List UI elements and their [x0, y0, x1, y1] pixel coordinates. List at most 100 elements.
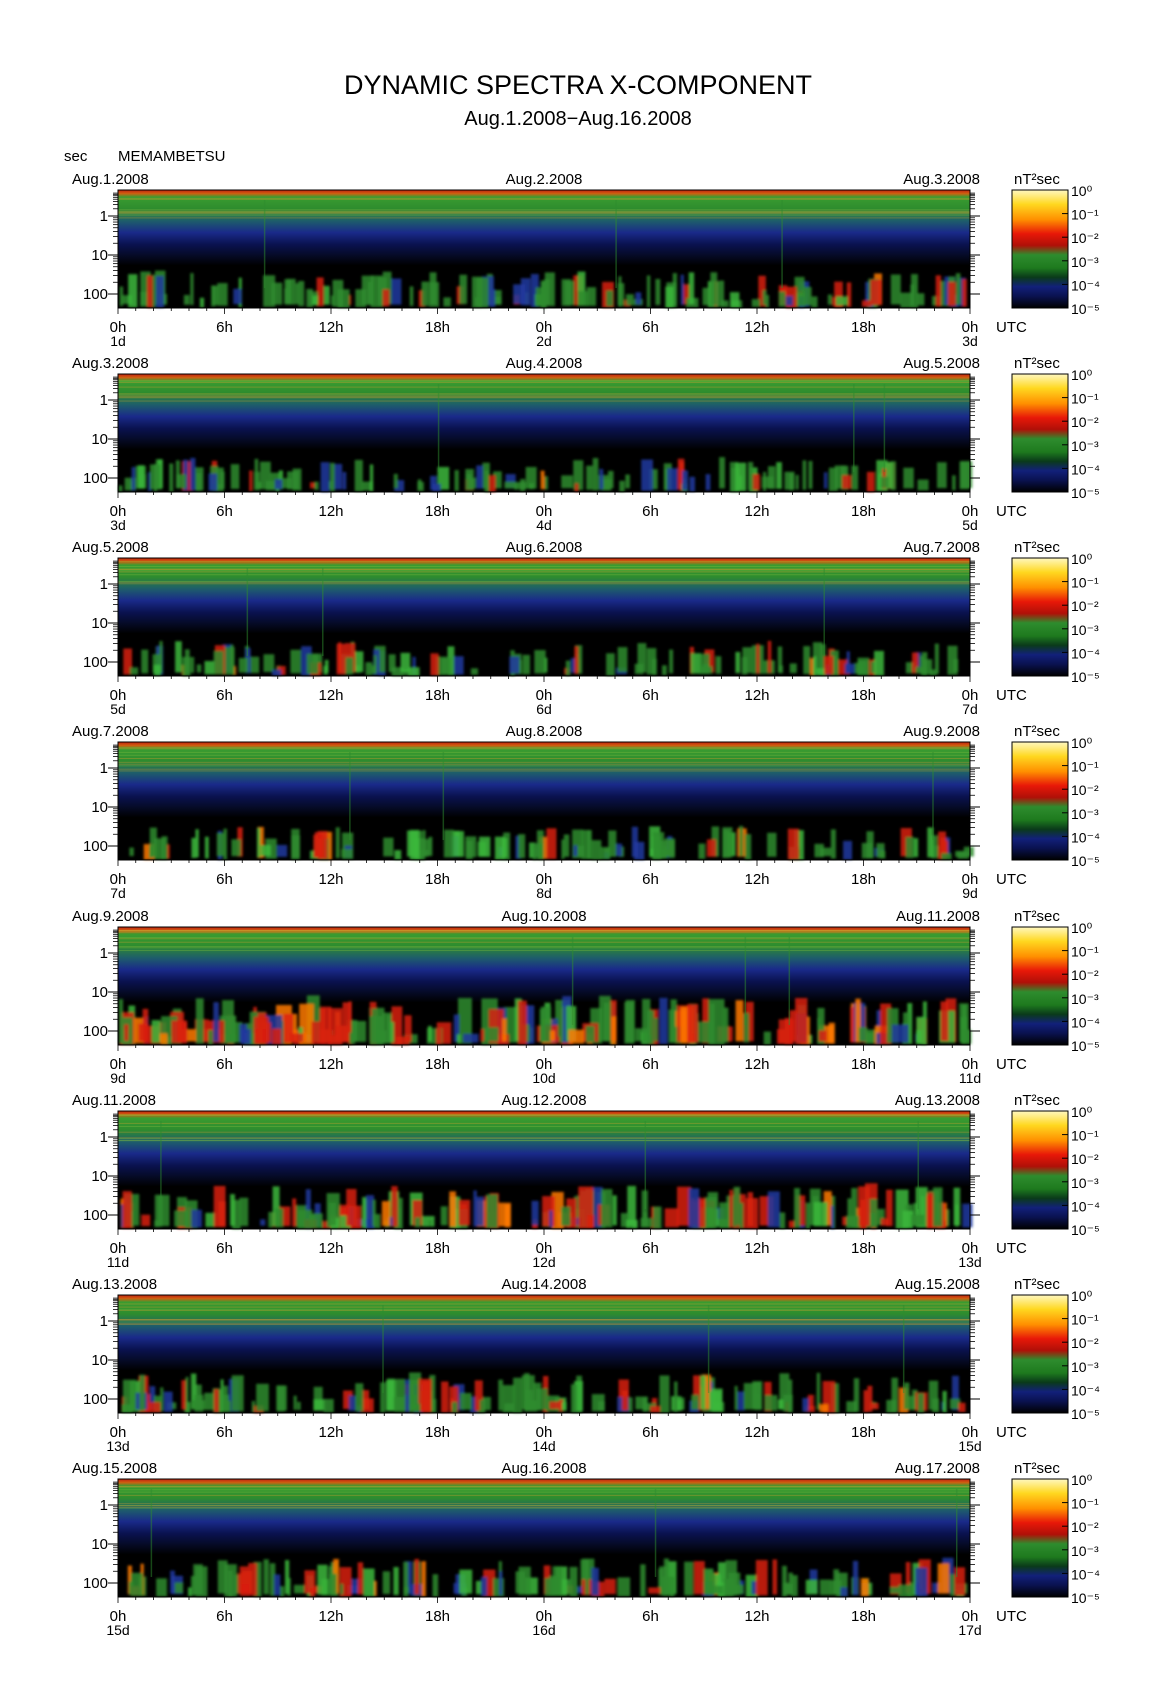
- x-tick-label: 0h: [110, 871, 127, 888]
- x-tick-label: 0h: [962, 1240, 979, 1257]
- panel-date-mid: Aug.4.2008: [506, 355, 583, 372]
- colorbar-tick-label: 10⁻⁵: [1071, 301, 1100, 317]
- colorbar-tick-label: 10⁻²: [1071, 1151, 1099, 1167]
- y-tick-label: 1: [100, 208, 108, 225]
- y-tick-label: 100: [83, 1575, 108, 1592]
- x-tick-label: 6h: [642, 503, 659, 520]
- spectrogram-panel: [117, 1478, 971, 1598]
- colorbar-tick-label: 10⁰: [1071, 551, 1093, 567]
- colorbar-tick-label: 10⁻⁴: [1071, 461, 1100, 477]
- colorbar-tick-label: 10⁻²: [1071, 414, 1099, 430]
- colorbar-unit: nT²sec: [1014, 171, 1060, 188]
- colorbar-unit: nT²sec: [1014, 1092, 1060, 1109]
- x-tick-label: 6h: [642, 687, 659, 704]
- panel-date-mid: Aug.16.2008: [501, 1460, 586, 1477]
- panel-date-start: Aug.3.2008: [72, 355, 149, 372]
- x-tick-label: 0h: [536, 319, 553, 336]
- day-label: 15d: [106, 1622, 129, 1638]
- colorbar-tick-label: 10⁻⁵: [1071, 1038, 1100, 1054]
- x-tick-label: 6h: [642, 1424, 659, 1441]
- colorbar-unit: nT²sec: [1014, 908, 1060, 925]
- day-label: 16d: [532, 1622, 555, 1638]
- x-tick-label: 6h: [216, 687, 233, 704]
- x-tick-label: 0h: [536, 871, 553, 888]
- panel-date-mid: Aug.8.2008: [506, 723, 583, 740]
- panel-date-mid: Aug.2.2008: [506, 171, 583, 188]
- x-tick-label: 18h: [425, 1240, 450, 1257]
- colorbar-tick-label: 10⁻⁴: [1071, 1014, 1100, 1030]
- spectrogram-panel: [117, 373, 973, 493]
- x-tick-label: 12h: [744, 687, 769, 704]
- x-tick-label: 6h: [216, 319, 233, 336]
- x-tick-label: 0h: [110, 687, 127, 704]
- colorbar-tick-label: 10⁰: [1071, 1288, 1093, 1304]
- panel-date-end: Aug.5.2008: [903, 355, 980, 372]
- x-tick-label: 18h: [851, 1056, 876, 1073]
- x-tick-label: 0h: [962, 871, 979, 888]
- day-label: 12d: [532, 1254, 555, 1270]
- colorbar-tick-label: 10⁻¹: [1071, 207, 1099, 223]
- colorbar-tick-label: 10⁻⁵: [1071, 1222, 1100, 1238]
- spectrogram-panel: [117, 189, 971, 309]
- spectrogram-panel: [117, 1110, 973, 1230]
- colorbar-tick-label: 10⁻²: [1071, 967, 1099, 983]
- colorbar-tick-label: 10⁰: [1071, 1104, 1093, 1120]
- colorbar-tick-label: 10⁻⁴: [1071, 1382, 1100, 1398]
- y-tick-label: 10: [91, 984, 108, 1001]
- colorbar-tick-label: 10⁻¹: [1071, 1496, 1099, 1512]
- x-tick-label: 18h: [425, 871, 450, 888]
- y-tick-label: 100: [83, 470, 108, 487]
- day-label: 3d: [110, 517, 126, 533]
- day-label: 5d: [110, 701, 126, 717]
- colorbar-tick-label: 10⁻⁵: [1071, 1406, 1100, 1422]
- x-tick-label: 0h: [536, 1056, 553, 1073]
- y-tick-label: 100: [83, 286, 108, 303]
- spectrogram-panel: [117, 1294, 971, 1414]
- day-label: 2d: [536, 333, 552, 349]
- spectrogram-panel: [117, 926, 972, 1046]
- day-label: 3d: [962, 333, 978, 349]
- y-tick-label: 1: [100, 945, 108, 962]
- x-tick-label: 18h: [425, 1424, 450, 1441]
- x-tick-label: 0h: [962, 319, 979, 336]
- x-tick-label: 0h: [110, 319, 127, 336]
- x-tick-label: 12h: [318, 1240, 343, 1257]
- x-unit-label: UTC: [996, 871, 1027, 888]
- panel-date-end: Aug.17.2008: [895, 1460, 980, 1477]
- panel-date-start: Aug.9.2008: [72, 908, 149, 925]
- colorbar-unit: nT²sec: [1014, 355, 1060, 372]
- x-tick-label: 12h: [744, 871, 769, 888]
- x-unit-label: UTC: [996, 1424, 1027, 1441]
- colorbar-tick-label: 10⁻⁵: [1071, 1590, 1100, 1606]
- x-unit-label: UTC: [996, 1608, 1027, 1625]
- day-label: 5d: [962, 517, 978, 533]
- day-label: 1d: [110, 333, 126, 349]
- panel-date-mid: Aug.10.2008: [501, 908, 586, 925]
- y-tick-label: 100: [83, 1023, 108, 1040]
- y-tick-label: 100: [83, 654, 108, 671]
- colorbar-tick-label: 10⁻³: [1071, 254, 1099, 270]
- panel-date-start: Aug.13.2008: [72, 1276, 157, 1293]
- day-label: 13d: [106, 1438, 129, 1454]
- x-unit-label: UTC: [996, 503, 1027, 520]
- panel-date-mid: Aug.14.2008: [501, 1276, 586, 1293]
- day-label: 11d: [959, 1070, 981, 1086]
- x-tick-label: 0h: [110, 1240, 127, 1257]
- day-label: 9d: [110, 1070, 126, 1086]
- y-tick-label: 1: [100, 392, 108, 409]
- y-tick-label: 1: [100, 1129, 108, 1146]
- colorbar: [1011, 189, 1069, 309]
- y-tick-label: 10: [91, 1352, 108, 1369]
- x-tick-label: 6h: [642, 871, 659, 888]
- y-tick-label: 100: [83, 838, 108, 855]
- y-tick-label: 10: [91, 1536, 108, 1553]
- y-tick-label: 100: [83, 1391, 108, 1408]
- x-tick-label: 0h: [962, 1424, 979, 1441]
- panel-date-end: Aug.15.2008: [895, 1276, 980, 1293]
- y-tick-label: 10: [91, 615, 108, 632]
- colorbar-tick-label: 10⁻¹: [1071, 759, 1099, 775]
- x-tick-label: 18h: [851, 503, 876, 520]
- x-tick-label: 0h: [110, 1608, 127, 1625]
- x-tick-label: 18h: [425, 319, 450, 336]
- panel-date-end: Aug.9.2008: [903, 723, 980, 740]
